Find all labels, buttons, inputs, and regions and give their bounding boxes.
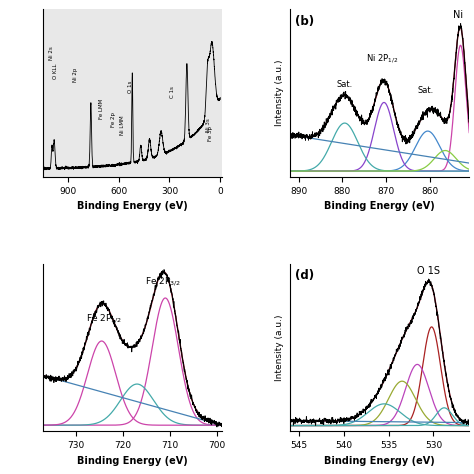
Text: (b): (b) [295,15,315,27]
Text: Ni 2s: Ni 2s [49,46,54,60]
X-axis label: Binding Energy (eV): Binding Energy (eV) [77,201,188,211]
Text: Fe 2P$_{1/2}$: Fe 2P$_{1/2}$ [86,312,122,325]
X-axis label: Binding Energy (eV): Binding Energy (eV) [77,456,188,465]
Text: Fe 2p: Fe 2p [111,112,116,127]
Text: Ni LMM: Ni LMM [119,115,125,135]
Text: Fe LMM: Fe LMM [100,99,104,119]
Text: Sat.: Sat. [418,86,434,95]
Text: Ni 2p: Ni 2p [73,68,79,82]
Text: Fe 3p: Fe 3p [209,126,213,141]
X-axis label: Binding Energy (eV): Binding Energy (eV) [324,456,435,465]
Text: O 1S: O 1S [418,266,440,276]
Text: O KLL: O KLL [53,64,58,79]
Y-axis label: Intensity (a.u.): Intensity (a.u.) [275,60,284,127]
Y-axis label: Intensity (a.u.): Intensity (a.u.) [275,314,284,381]
X-axis label: Binding Energy (eV): Binding Energy (eV) [324,201,435,211]
Text: O 1s: O 1s [128,80,133,92]
Text: (d): (d) [295,269,315,282]
Text: Sat.: Sat. [337,81,353,90]
Text: Ni 3s: Ni 3s [206,118,211,132]
Text: Ni 2P$_{1/2}$: Ni 2P$_{1/2}$ [365,53,398,65]
Text: C 1s: C 1s [170,86,174,98]
Text: Fe 2P$_{3/2}$: Fe 2P$_{3/2}$ [145,275,181,288]
Text: Ni: Ni [453,9,464,19]
